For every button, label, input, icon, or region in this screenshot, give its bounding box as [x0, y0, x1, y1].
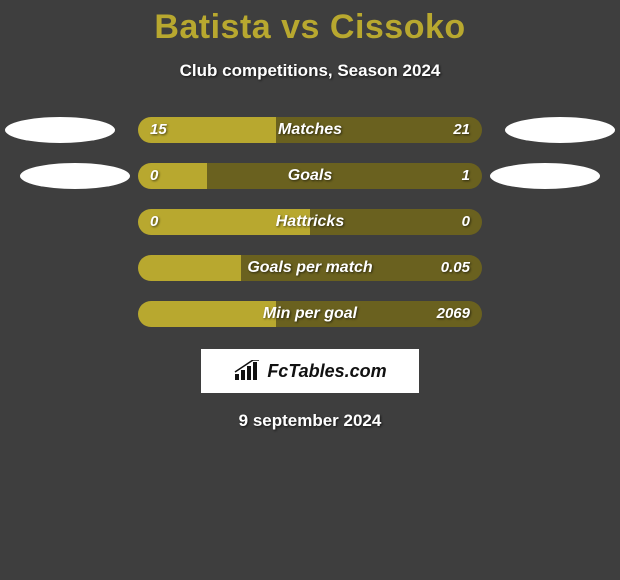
source-logo: FcTables.com: [201, 349, 419, 393]
stat-bar: 01Goals: [138, 163, 482, 189]
chart-icon: [233, 360, 261, 382]
comparison-title: Batista vs Cissoko: [0, 0, 620, 47]
source-logo-text: FcTables.com: [267, 361, 386, 382]
stat-row: 00Hattricks: [0, 209, 620, 235]
comparison-subtitle: Club competitions, Season 2024: [0, 61, 620, 81]
stat-label: Goals per match: [138, 255, 482, 281]
stat-row: 0.05Goals per match: [0, 255, 620, 281]
player-right-ellipse: [490, 163, 600, 189]
stat-row: 01Goals: [0, 163, 620, 189]
stat-bar: 0.05Goals per match: [138, 255, 482, 281]
stat-bar: 1521Matches: [138, 117, 482, 143]
stat-rows: 1521Matches 01Goals 00Hattricks 0.05Goals p…: [0, 117, 620, 327]
player-right-ellipse: [505, 117, 615, 143]
stat-bar: 2069Min per goal: [138, 301, 482, 327]
stat-label: Goals: [138, 163, 482, 189]
stat-label: Matches: [138, 117, 482, 143]
stat-label: Min per goal: [138, 301, 482, 327]
player-left-ellipse: [20, 163, 130, 189]
player-left-ellipse: [5, 117, 115, 143]
stat-label: Hattricks: [138, 209, 482, 235]
stat-row: 2069Min per goal: [0, 301, 620, 327]
stat-row: 1521Matches: [0, 117, 620, 143]
comparison-date: 9 september 2024: [0, 411, 620, 431]
stat-bar: 00Hattricks: [138, 209, 482, 235]
